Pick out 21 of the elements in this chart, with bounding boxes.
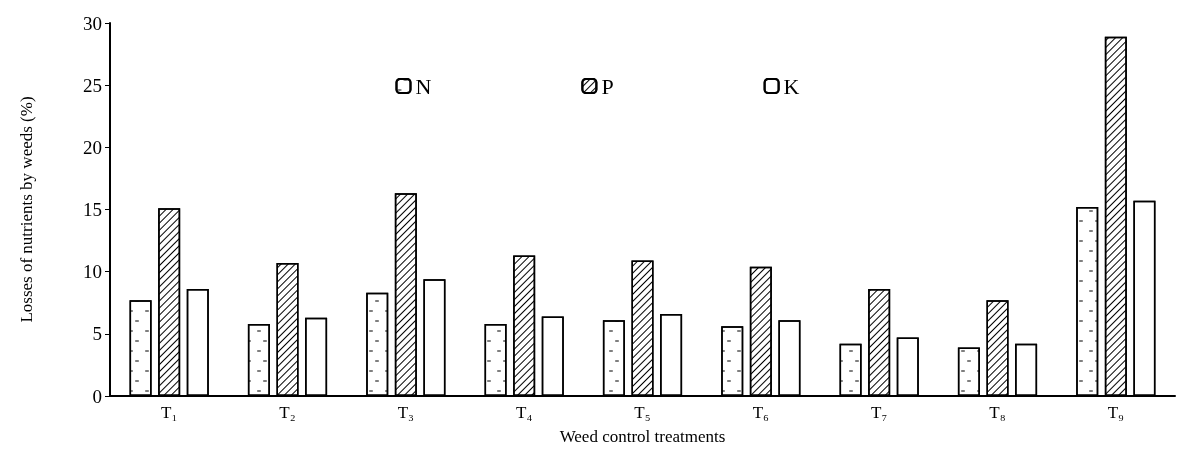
- y-tick-label: 5: [92, 323, 102, 345]
- x-tick-label: T₉: [1107, 403, 1125, 422]
- legend-label: P: [601, 73, 614, 99]
- y-tick-label: 10: [83, 261, 102, 283]
- legend-label: N: [415, 73, 432, 99]
- x-tick-label: T₄: [516, 403, 533, 422]
- x-tick-label: T₃: [397, 403, 415, 422]
- y-axis-title: Losses of nutrients by weeds (%): [17, 96, 36, 323]
- x-tick-label: T₇: [871, 403, 888, 422]
- x-tick-label: T₂: [279, 403, 296, 422]
- legend-label: K: [783, 73, 800, 99]
- y-tick-label: 0: [92, 385, 102, 407]
- y-tick-label: 15: [83, 199, 102, 220]
- y-tick-label: 25: [83, 74, 102, 96]
- x-tick-label: T₅: [634, 403, 651, 422]
- x-tick-label: T₈: [989, 403, 1006, 422]
- x-axis-title: Weed control treatments: [559, 427, 726, 446]
- y-tick-label: 20: [83, 136, 102, 158]
- y-tick-label: 30: [83, 12, 102, 34]
- x-tick-label: T₁: [161, 403, 178, 422]
- x-tick-label: T₆: [752, 403, 770, 422]
